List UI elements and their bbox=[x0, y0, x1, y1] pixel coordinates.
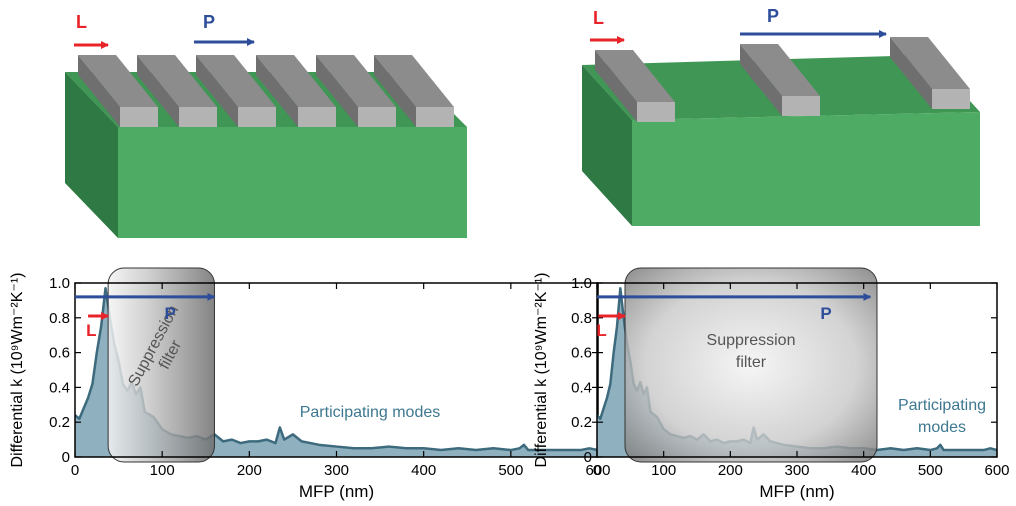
x-tick-label: 600 bbox=[585, 462, 610, 479]
x-axis-label: MFP (nm) bbox=[299, 482, 374, 501]
l-label: L bbox=[76, 12, 87, 32]
bar-top bbox=[595, 50, 675, 102]
y-tick-label: 0.4 bbox=[49, 379, 70, 396]
bar-side bbox=[78, 55, 120, 127]
bar-side bbox=[374, 55, 416, 127]
substrate-side bbox=[65, 72, 118, 238]
bar-front bbox=[932, 89, 970, 109]
bar-top bbox=[374, 55, 454, 107]
modes-label: Participating modes bbox=[300, 404, 441, 421]
bar-side bbox=[890, 37, 932, 109]
bar-front bbox=[120, 107, 158, 127]
bar-side bbox=[316, 55, 358, 127]
substrate-side bbox=[582, 65, 632, 226]
l-label: L bbox=[86, 321, 96, 340]
y-tick-label: 0 bbox=[62, 449, 70, 466]
x-tick-label: 100 bbox=[651, 462, 676, 479]
bar-top bbox=[890, 37, 970, 89]
p-label: P bbox=[820, 304, 831, 323]
y-tick-label: 0.8 bbox=[571, 310, 592, 327]
x-tick-label: 200 bbox=[718, 462, 743, 479]
substrate-front bbox=[118, 127, 467, 238]
x-tick-label: 500 bbox=[498, 462, 523, 479]
x-tick-label: 200 bbox=[237, 462, 262, 479]
x-tick-label: 300 bbox=[324, 462, 349, 479]
bar-side bbox=[196, 55, 238, 127]
bar-front bbox=[416, 107, 454, 127]
y-tick-label: 1.0 bbox=[49, 275, 70, 292]
p-label: P bbox=[767, 6, 779, 26]
x-tick-label: 300 bbox=[784, 462, 809, 479]
y-axis-label: Differential k (10⁹Wm⁻²K⁻¹) bbox=[9, 272, 26, 467]
y-tick-label: 0.4 bbox=[571, 379, 592, 396]
bar-front bbox=[637, 102, 675, 122]
y-tick-label: 0.6 bbox=[49, 345, 70, 362]
x-tick-label: 400 bbox=[851, 462, 876, 479]
y-tick-label: 1.0 bbox=[571, 275, 592, 292]
x-tick-label: 500 bbox=[918, 462, 943, 479]
bar-top bbox=[196, 55, 276, 107]
bar-top bbox=[256, 55, 336, 107]
suppression-filter bbox=[624, 267, 878, 463]
bar-front bbox=[358, 107, 396, 127]
bar-front bbox=[298, 107, 336, 127]
bar-front bbox=[238, 107, 276, 127]
bar-top bbox=[316, 55, 396, 107]
modes-label: modes bbox=[918, 419, 966, 436]
bar-top bbox=[78, 55, 158, 107]
modes-label: Participating bbox=[898, 397, 986, 414]
y-tick-label: 0.2 bbox=[49, 414, 70, 431]
x-tick-label: 100 bbox=[150, 462, 175, 479]
x-tick-label: 600 bbox=[984, 462, 1009, 479]
bar-side bbox=[256, 55, 298, 127]
p-label: P bbox=[203, 12, 215, 32]
bar-side bbox=[740, 44, 782, 116]
l-label: L bbox=[593, 8, 604, 28]
bar-side bbox=[137, 55, 179, 127]
l-label: L bbox=[596, 321, 606, 340]
x-tick-label: 0 bbox=[593, 462, 601, 479]
bar-side bbox=[595, 50, 637, 122]
filter-label: Suppression bbox=[707, 332, 796, 349]
bar-top bbox=[740, 44, 820, 96]
bar-front bbox=[782, 96, 820, 116]
filter-label: filter bbox=[736, 354, 767, 371]
y-tick-label: 0.8 bbox=[49, 310, 70, 327]
x-tick-label: 0 bbox=[71, 462, 79, 479]
x-axis-label: MFP (nm) bbox=[759, 482, 834, 501]
y-tick-label: 0.2 bbox=[571, 414, 592, 431]
y-axis-label: Differential k (10⁹Wm⁻²K⁻¹) bbox=[533, 272, 550, 467]
x-tick-label: 400 bbox=[411, 462, 436, 479]
y-tick-label: 0.6 bbox=[571, 345, 592, 362]
y-tick-label: 0 bbox=[584, 449, 592, 466]
bar-front bbox=[179, 107, 217, 127]
substrate-front bbox=[632, 112, 980, 226]
suppression-filter bbox=[107, 267, 215, 463]
p-label: P bbox=[164, 304, 175, 323]
bar-top bbox=[137, 55, 217, 107]
